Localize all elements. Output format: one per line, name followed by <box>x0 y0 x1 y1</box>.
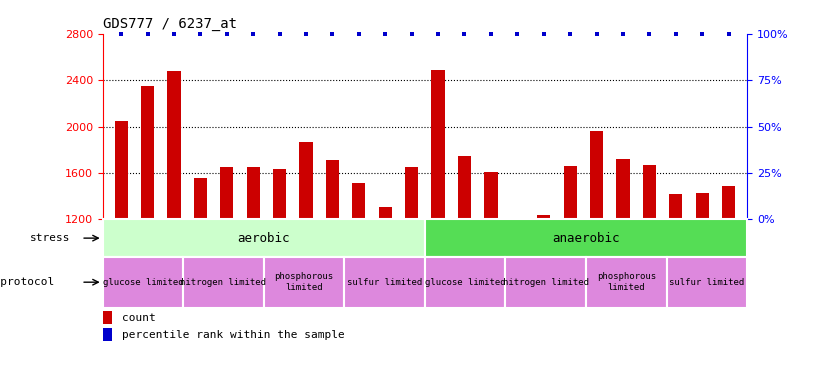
Text: sulfur limited: sulfur limited <box>669 278 745 287</box>
Bar <box>405 167 418 219</box>
Bar <box>344 257 425 307</box>
Bar <box>264 257 344 307</box>
Bar <box>141 86 154 219</box>
Text: anaerobic: anaerobic <box>553 232 620 244</box>
Text: sulfur limited: sulfur limited <box>347 278 422 287</box>
Bar <box>511 219 524 222</box>
Bar <box>425 219 747 257</box>
Text: stress: stress <box>30 233 71 243</box>
Bar <box>194 178 207 219</box>
Bar <box>643 165 656 219</box>
Bar <box>103 328 112 341</box>
Bar <box>667 257 747 307</box>
Bar <box>537 215 550 219</box>
Bar <box>590 131 603 219</box>
Bar <box>669 194 682 219</box>
Bar <box>183 257 264 307</box>
Bar <box>425 257 506 307</box>
Bar <box>300 142 313 219</box>
Bar <box>167 71 181 219</box>
Bar <box>114 121 128 219</box>
Bar <box>246 167 259 219</box>
Bar <box>563 166 576 219</box>
Bar <box>506 257 586 307</box>
Text: percentile rank within the sample: percentile rank within the sample <box>122 330 345 340</box>
Bar <box>586 257 667 307</box>
Bar <box>273 170 287 219</box>
Bar <box>722 186 736 219</box>
Bar <box>458 156 471 219</box>
Bar <box>378 207 392 219</box>
Bar <box>695 193 709 219</box>
Bar <box>617 159 630 219</box>
Text: nitrogen limited: nitrogen limited <box>502 278 589 287</box>
Text: growth protocol: growth protocol <box>0 277 54 287</box>
Text: nitrogen limited: nitrogen limited <box>181 278 267 287</box>
Text: GDS777 / 6237_at: GDS777 / 6237_at <box>103 17 236 32</box>
Text: aerobic: aerobic <box>237 232 290 244</box>
Text: phosphorous
limited: phosphorous limited <box>274 273 333 292</box>
Bar <box>103 219 425 257</box>
Text: phosphorous
limited: phosphorous limited <box>597 273 656 292</box>
Bar <box>103 311 112 324</box>
Text: glucose limited: glucose limited <box>103 278 183 287</box>
Bar <box>432 70 445 219</box>
Bar <box>220 167 233 219</box>
Text: glucose limited: glucose limited <box>424 278 506 287</box>
Text: count: count <box>122 313 156 323</box>
Bar <box>326 160 339 219</box>
Bar <box>352 183 365 219</box>
Bar <box>484 172 498 219</box>
Bar <box>103 257 183 307</box>
